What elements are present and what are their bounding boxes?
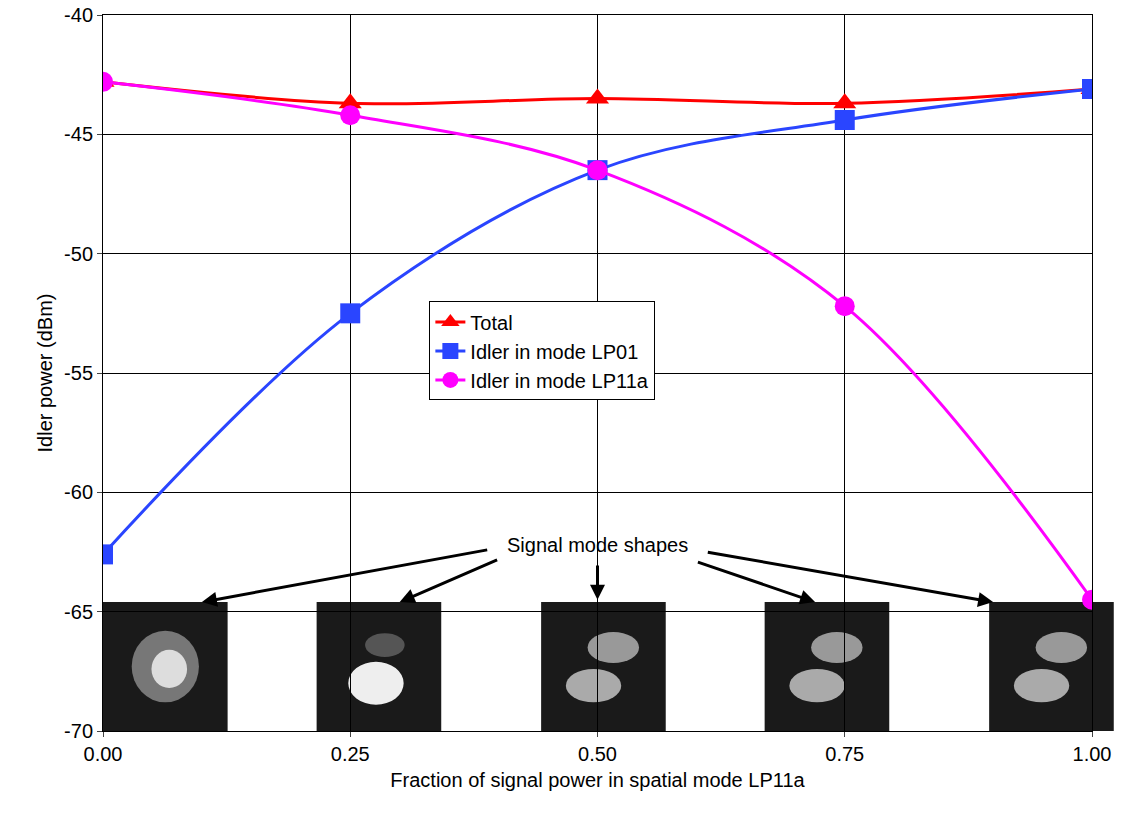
svg-text:-40: -40 [64,4,93,26]
svg-text:-65: -65 [64,601,93,623]
svg-text:0.50: 0.50 [578,743,617,765]
svg-text:-55: -55 [64,362,93,384]
svg-text:1.00: 1.00 [1073,743,1112,765]
svg-text:Idler in mode LP11a: Idler in mode LP11a [470,370,648,392]
svg-text:Total: Total [470,312,512,334]
svg-text:-70: -70 [64,720,93,742]
svg-text:0.75: 0.75 [825,743,864,765]
svg-text:0.25: 0.25 [331,743,370,765]
svg-text:-50: -50 [64,243,93,265]
svg-text:Idler power (dBm): Idler power (dBm) [34,294,56,453]
svg-text:-45: -45 [64,123,93,145]
svg-text:-60: -60 [64,481,93,503]
svg-text:0.00: 0.00 [84,743,123,765]
svg-text:Idler in mode LP01: Idler in mode LP01 [470,341,638,363]
svg-text:Fraction of signal power in sp: Fraction of signal power in spatial mode… [390,769,805,791]
svg-text:Signal mode shapes: Signal mode shapes [507,534,688,556]
